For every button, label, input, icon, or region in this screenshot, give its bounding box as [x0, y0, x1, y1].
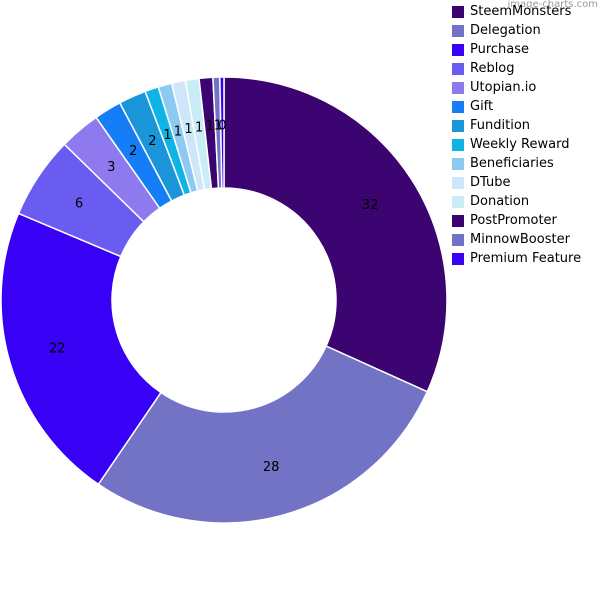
- legend-item: Utopian.io: [452, 78, 581, 97]
- legend-item: DTube: [452, 173, 581, 192]
- legend-swatch: [452, 100, 464, 113]
- slice-value-label: 1: [174, 125, 182, 140]
- slice-value-label: 32: [362, 198, 379, 213]
- donut-slice-premium-feature: [219, 76, 225, 189]
- legend-label: Premium Feature: [470, 251, 582, 266]
- legend-item: Beneficiaries: [452, 154, 581, 173]
- legend-label: Beneficiaries: [470, 156, 554, 171]
- legend-label: Delegation: [470, 23, 541, 38]
- legend-swatch: [452, 81, 464, 94]
- donut-slice-delegation: [97, 345, 429, 524]
- legend-label: MinnowBooster: [470, 232, 570, 247]
- legend-item: PostPromoter: [452, 211, 581, 230]
- slice-value-label: 1: [206, 119, 214, 134]
- chart-legend: SteemMonsters Delegation Purchase Reblog Uto…: [452, 2, 581, 268]
- legend-swatch: [452, 24, 464, 37]
- legend-label: PostPromoter: [470, 213, 557, 228]
- legend-swatch: [452, 157, 464, 170]
- legend-label: SteemMonsters: [470, 4, 572, 19]
- legend-swatch: [452, 119, 464, 132]
- slice-value-label: 28: [263, 460, 280, 475]
- legend-swatch: [452, 138, 464, 151]
- legend-swatch: [452, 214, 464, 227]
- legend-swatch: [452, 176, 464, 189]
- legend-label: Purchase: [470, 42, 530, 57]
- donut-slice-steemmonsters: [223, 76, 448, 393]
- legend-swatch: [452, 5, 464, 18]
- slice-value-label: 3: [107, 160, 115, 175]
- legend-item: Weekly Reward: [452, 135, 581, 154]
- legend-item: Reblog: [452, 59, 581, 78]
- legend-item: SteemMonsters: [452, 2, 581, 21]
- legend-swatch: [452, 252, 464, 265]
- slice-value-label: 0: [218, 119, 226, 134]
- legend-swatch: [452, 195, 464, 208]
- legend-swatch: [452, 62, 464, 75]
- legend-label: DTube: [470, 175, 511, 190]
- legend-item: Fundition: [452, 116, 581, 135]
- legend-label: Utopian.io: [470, 80, 537, 95]
- legend-label: Fundition: [470, 118, 531, 133]
- donut-slice-purchase: [0, 212, 162, 486]
- legend-item: MinnowBooster: [452, 230, 581, 249]
- legend-label: Reblog: [470, 61, 515, 76]
- legend-item: Donation: [452, 192, 581, 211]
- legend-item: Purchase: [452, 40, 581, 59]
- legend-item: Premium Feature: [452, 249, 581, 268]
- slice-value-label: 1: [214, 119, 222, 134]
- watermark: image-charts.com: [507, 0, 599, 10]
- slice-value-label: 1: [195, 120, 203, 135]
- slice-value-label: 1: [184, 122, 192, 137]
- slice-value-label: 2: [129, 144, 137, 159]
- slice-value-label: 22: [49, 342, 66, 357]
- legend-item: Delegation: [452, 21, 581, 40]
- slice-value-label: 1: [163, 128, 171, 143]
- legend-label: Weekly Reward: [470, 137, 570, 152]
- legend-swatch: [452, 233, 464, 246]
- donut-slices: [0, 76, 448, 524]
- slice-value-label: 6: [75, 196, 83, 211]
- legend-label: Donation: [470, 194, 530, 209]
- slice-value-label: 2: [148, 134, 156, 149]
- legend-label: Gift: [470, 99, 494, 114]
- legend-swatch: [452, 43, 464, 56]
- legend-item: Gift: [452, 97, 581, 116]
